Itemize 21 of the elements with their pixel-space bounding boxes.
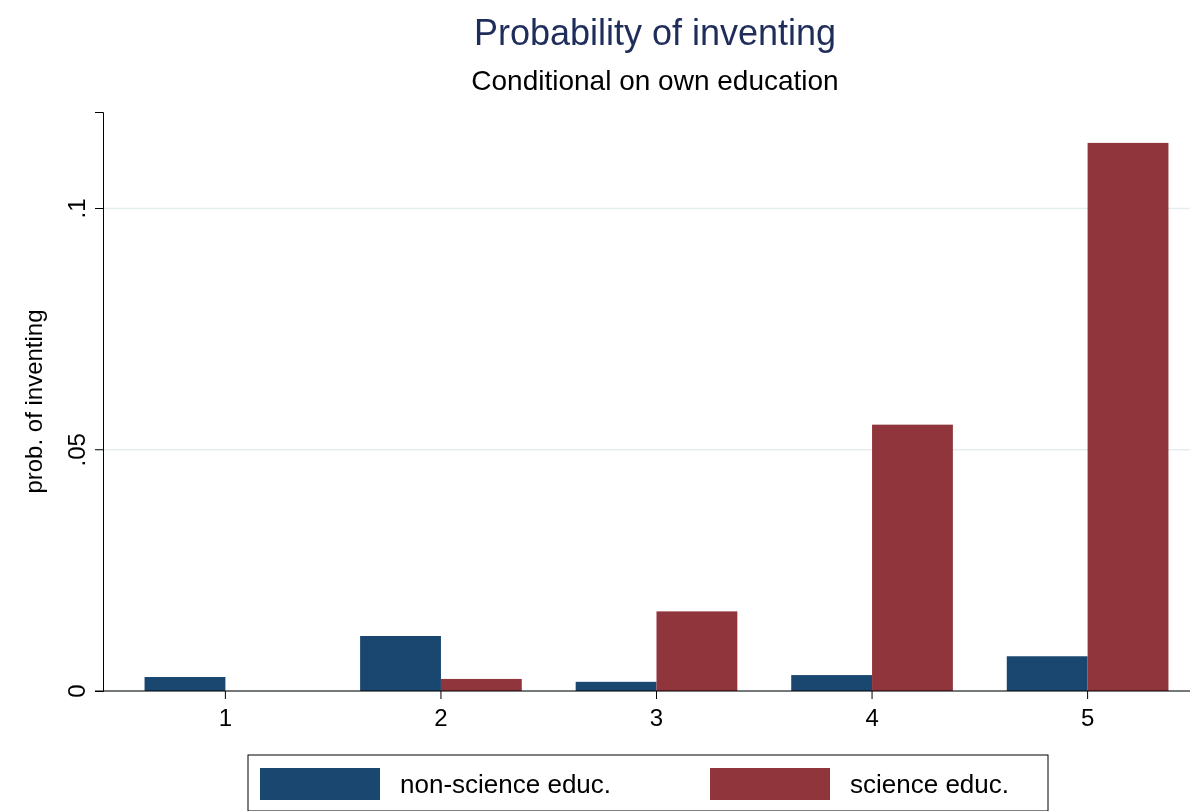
bar: [360, 636, 441, 691]
bar: [791, 675, 873, 691]
bar: [872, 424, 953, 691]
x-tick-label: 2: [434, 704, 448, 731]
bar: [656, 611, 738, 691]
y-axis-title: prob. of inventing: [20, 309, 47, 494]
bar: [1006, 656, 1088, 691]
y-tick-label: 0: [63, 684, 90, 698]
bar: [144, 677, 226, 691]
chart-subtitle: Conditional on own education: [471, 65, 839, 96]
legend-label: science educ.: [850, 769, 1009, 799]
y-tick-label: .1: [63, 198, 90, 219]
y-tick-label: .05: [63, 433, 90, 467]
x-tick-label: 4: [865, 704, 879, 731]
bar: [440, 678, 522, 691]
x-tick-label: 5: [1080, 704, 1095, 731]
bar: [1087, 142, 1169, 691]
x-tick-label: 1: [218, 704, 233, 731]
legend-label: non-science educ.: [400, 769, 612, 799]
chart-title: Probability of inventing: [473, 12, 837, 53]
x-tick-label: 3: [649, 704, 664, 731]
